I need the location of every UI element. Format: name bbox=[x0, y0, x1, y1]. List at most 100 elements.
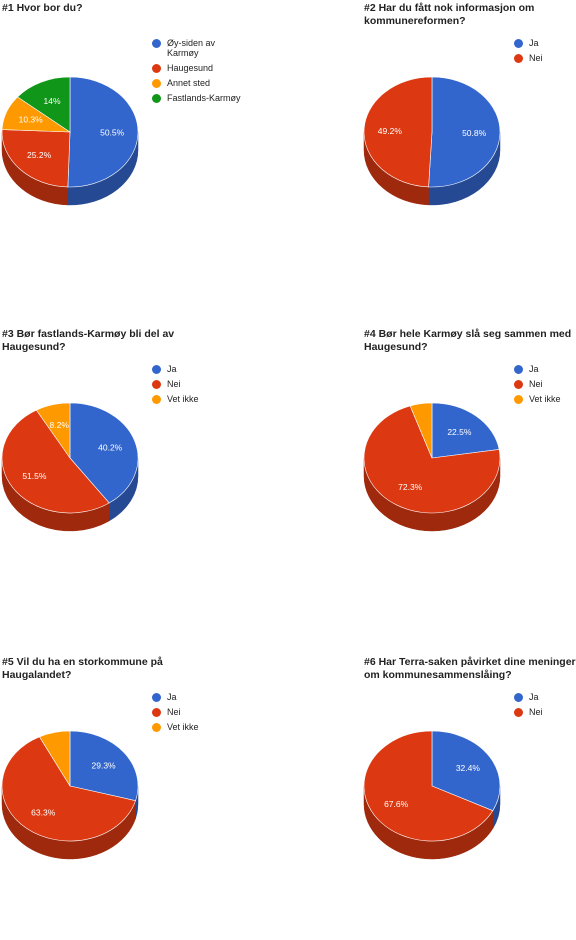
pie-chart: 50.5% 25.2% 10.3%14% bbox=[1, 76, 139, 206]
pie-slice bbox=[1, 129, 71, 188]
pie-value-label: 40.2% bbox=[98, 443, 123, 453]
legend-swatch bbox=[152, 693, 161, 702]
legend-label: Ja bbox=[529, 364, 539, 374]
legend-item: Vet ikke bbox=[152, 722, 247, 732]
legend-swatch bbox=[152, 64, 161, 73]
pie-slice bbox=[363, 730, 494, 842]
pie-slice bbox=[409, 402, 433, 459]
legend-label: Fastlands-Karmøy bbox=[167, 93, 241, 103]
legend-item: Øy-siden av Karmøy bbox=[152, 38, 247, 58]
pie-slice bbox=[363, 405, 501, 514]
legend-label: Nei bbox=[529, 379, 543, 389]
legend-item: Haugesund bbox=[152, 63, 247, 73]
pie-slice bbox=[1, 409, 110, 514]
pie-value-label: 25.2% bbox=[27, 150, 52, 160]
legend-swatch bbox=[152, 708, 161, 717]
pie-chart: 22.5% 72.3% bbox=[363, 402, 501, 532]
legend-swatch bbox=[152, 79, 161, 88]
chart-legend: Øy-siden av Karmøy Haugesund Annet sted Fas… bbox=[152, 38, 247, 108]
chart-legend: Ja Nei Vet ikke bbox=[152, 692, 247, 737]
pie-slice bbox=[36, 402, 71, 459]
legend-item: Vet ikke bbox=[514, 394, 576, 404]
pie-slice bbox=[69, 730, 139, 802]
legend-item: Ja bbox=[514, 364, 576, 374]
legend-item: Ja bbox=[152, 692, 247, 702]
pie-value-label: 63.3% bbox=[31, 807, 56, 817]
pie-value-label: 32.4% bbox=[456, 763, 481, 773]
legend-item: Ja bbox=[152, 364, 247, 374]
pie-slice bbox=[67, 76, 139, 188]
legend-label: Ja bbox=[167, 692, 177, 702]
legend-label: Vet ikke bbox=[167, 722, 199, 732]
legend-item: Vet ikke bbox=[152, 394, 247, 404]
chart-title: #2 Har du fått nok informasjon om kommun… bbox=[364, 2, 535, 27]
pie-chart: 40.2% 51.5% 8.2% bbox=[1, 402, 139, 532]
legend-item: Nei bbox=[152, 379, 247, 389]
chart-legend: Ja Nei bbox=[514, 38, 576, 68]
legend-item: Nei bbox=[514, 707, 576, 717]
chart-panel-3: #3 Bør fastlands-Karmøy bli del av Hauge… bbox=[0, 326, 288, 612]
legend-label: Annet sted bbox=[167, 78, 211, 88]
chart-panel-5: #5 Vil du ha en storkommune på Haugaland… bbox=[0, 654, 288, 940]
legend-label: Nei bbox=[167, 379, 181, 389]
legend-label: Vet ikke bbox=[529, 394, 561, 404]
chart-title: #3 Bør fastlands-Karmøy bli del av Hauge… bbox=[2, 328, 175, 353]
pie-value-label: 29.3% bbox=[92, 760, 117, 770]
pie-slice bbox=[17, 76, 71, 133]
legend-label: Ja bbox=[529, 38, 539, 48]
legend-item: Fastlands-Karmøy bbox=[152, 93, 247, 103]
pie-slice bbox=[39, 730, 71, 788]
legend-swatch bbox=[152, 39, 161, 48]
legend-label: Nei bbox=[529, 53, 543, 63]
pie-slice bbox=[69, 402, 139, 504]
legend-swatch bbox=[514, 365, 523, 374]
legend-item: Ja bbox=[514, 38, 576, 48]
pie-value-label: 51.5% bbox=[22, 471, 47, 481]
chart-legend: Ja Nei bbox=[514, 692, 576, 722]
pie-slice bbox=[431, 730, 501, 812]
pie-value-label: 10.3% bbox=[19, 115, 44, 125]
chart-panel-2: #2 Har du fått nok informasjon om kommun… bbox=[362, 0, 576, 286]
legend-label: Ja bbox=[167, 364, 177, 374]
legend-label: Nei bbox=[167, 707, 181, 717]
pie-value-label: 72.3% bbox=[398, 482, 423, 492]
legend-swatch bbox=[152, 380, 161, 389]
legend-item: Annet sted bbox=[152, 78, 247, 88]
legend-item: Ja bbox=[514, 692, 576, 702]
legend-item: Nei bbox=[514, 379, 576, 389]
chart-title: #1 Hvor bor du? bbox=[2, 2, 83, 14]
legend-swatch bbox=[514, 693, 523, 702]
pie-slice bbox=[428, 76, 501, 188]
pie-value-label: 50.5% bbox=[100, 128, 125, 138]
chart-title: #6 Har Terra-saken påvirket dine meninge… bbox=[364, 656, 576, 681]
legend-label: Vet ikke bbox=[167, 394, 199, 404]
legend-label: Øy-siden av Karmøy bbox=[167, 38, 216, 58]
chart-title: #4 Bør hele Karmøy slå seg sammen med Ha… bbox=[364, 328, 572, 353]
pie-slice bbox=[363, 76, 433, 188]
legend-label: Ja bbox=[529, 692, 539, 702]
legend-swatch bbox=[514, 395, 523, 404]
pie-value-label: 49.2% bbox=[378, 126, 403, 136]
pie-value-label: 8.2% bbox=[50, 420, 70, 430]
pie-chart: 32.4% 67.6% bbox=[363, 730, 501, 860]
legend-swatch bbox=[514, 54, 523, 63]
legend-item: Nei bbox=[152, 707, 247, 717]
chart-panel-6: #6 Har Terra-saken påvirket dine meninge… bbox=[362, 654, 576, 940]
legend-swatch bbox=[152, 723, 161, 732]
chart-legend: Ja Nei Vet ikke bbox=[514, 364, 576, 409]
pie-chart: 50.8% 49.2% bbox=[363, 76, 501, 206]
pie-value-label: 50.8% bbox=[462, 128, 487, 138]
chart-legend: Ja Nei Vet ikke bbox=[152, 364, 247, 409]
legend-swatch bbox=[514, 380, 523, 389]
legend-swatch bbox=[514, 708, 523, 717]
legend-swatch bbox=[152, 395, 161, 404]
pie-slice bbox=[431, 402, 500, 459]
pie-value-label: 67.6% bbox=[384, 799, 409, 809]
legend-item: Nei bbox=[514, 53, 576, 63]
legend-swatch bbox=[152, 365, 161, 374]
chart-panel-1: #1 Hvor bor du? Øy-siden av Karmøy Haugesu… bbox=[0, 0, 288, 286]
legend-swatch bbox=[152, 94, 161, 103]
chart-panel-4: #4 Bør hele Karmøy slå seg sammen med Ha… bbox=[362, 326, 576, 612]
legend-label: Nei bbox=[529, 707, 543, 717]
chart-title: #5 Vil du ha en storkommune på Haugaland… bbox=[2, 656, 163, 681]
